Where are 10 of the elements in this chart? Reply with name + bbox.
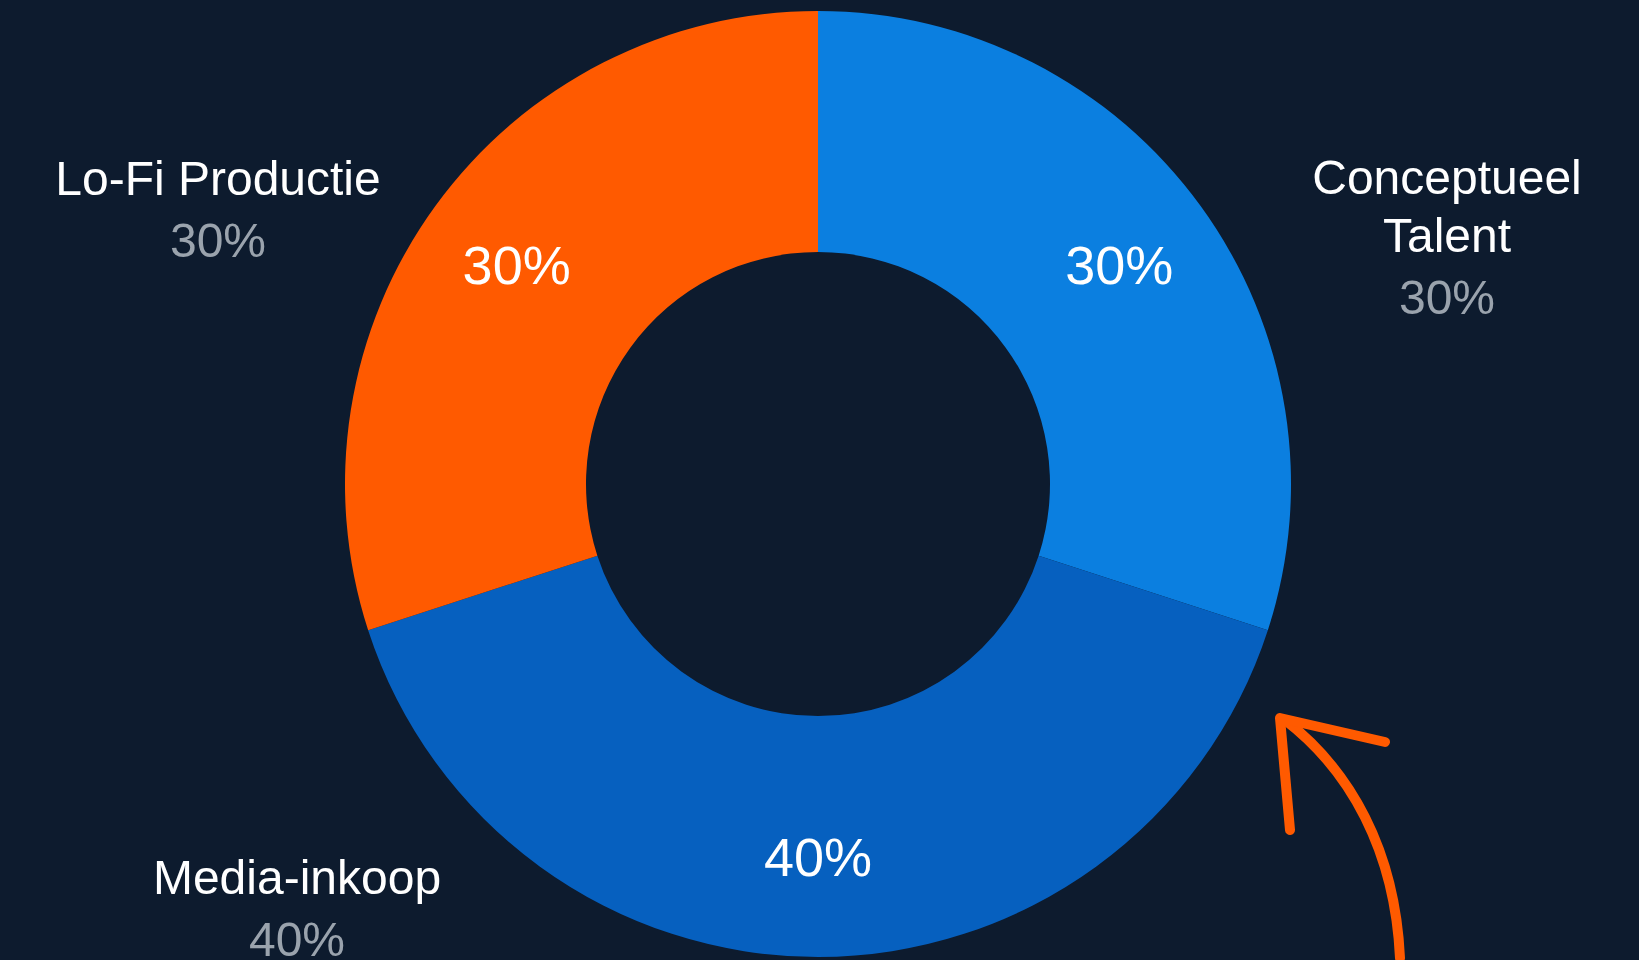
text: 30% — [169, 213, 267, 267]
slice-label: Media-inkoop — [152, 850, 442, 904]
data-label: 30% — [462, 235, 571, 296]
slice-label: Lo-Fi Productie — [55, 151, 381, 205]
data-label: 40% — [763, 826, 873, 887]
donut-slice — [818, 11, 1291, 631]
text: 30% — [1398, 270, 1496, 324]
slice-label: Conceptueel Talent — [1312, 150, 1582, 262]
text: 40% — [248, 912, 346, 960]
data-label: 30% — [1065, 235, 1174, 296]
